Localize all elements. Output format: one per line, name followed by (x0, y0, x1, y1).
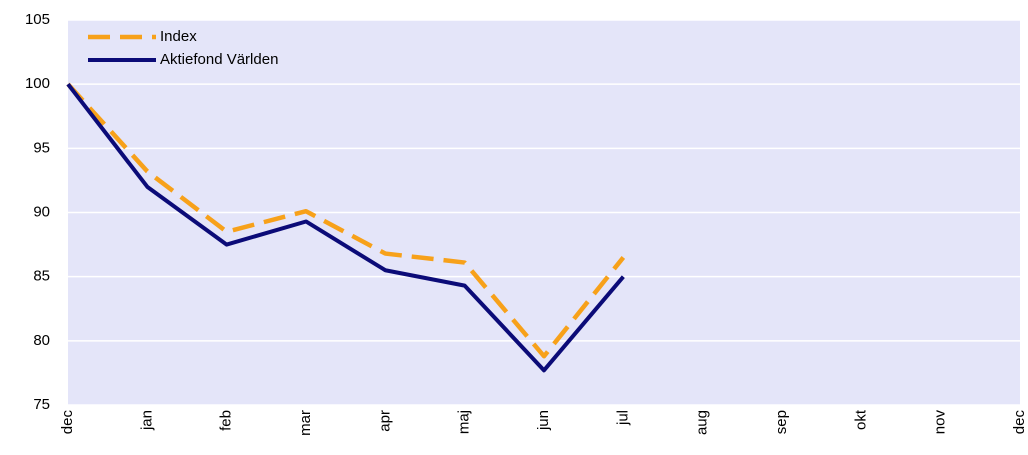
y-tick-label: 75 (33, 396, 50, 413)
x-tick-label: nov (932, 410, 949, 435)
x-tick-label: okt (852, 409, 869, 430)
x-tick-label: mar (297, 410, 314, 436)
x-tick-label: feb (218, 410, 235, 431)
x-tick-label: dec (1011, 410, 1028, 435)
line (66, 82, 626, 359)
x-tick-label: jun (535, 410, 552, 431)
x-tick-label: jan (138, 410, 155, 431)
y-tick-label: 95 (33, 139, 50, 156)
x-tick-label: maj (456, 410, 473, 434)
line (66, 82, 625, 373)
x-tick-label: aug (694, 410, 711, 435)
y-tick-label: 85 (33, 268, 50, 285)
x-tick-label: sep (773, 410, 790, 434)
legend-label: Aktiefond Världen (160, 51, 278, 68)
y-tick-label: 105 (25, 11, 50, 28)
legend-label: Index (160, 28, 197, 45)
x-tick-label: jul (614, 410, 631, 426)
y-tick-label: 90 (33, 203, 50, 220)
x-tick-label: dec (59, 410, 76, 435)
x-tick-label: apr (376, 410, 393, 432)
y-tick-label: 100 (25, 75, 50, 92)
y-tick-label: 80 (33, 332, 50, 349)
